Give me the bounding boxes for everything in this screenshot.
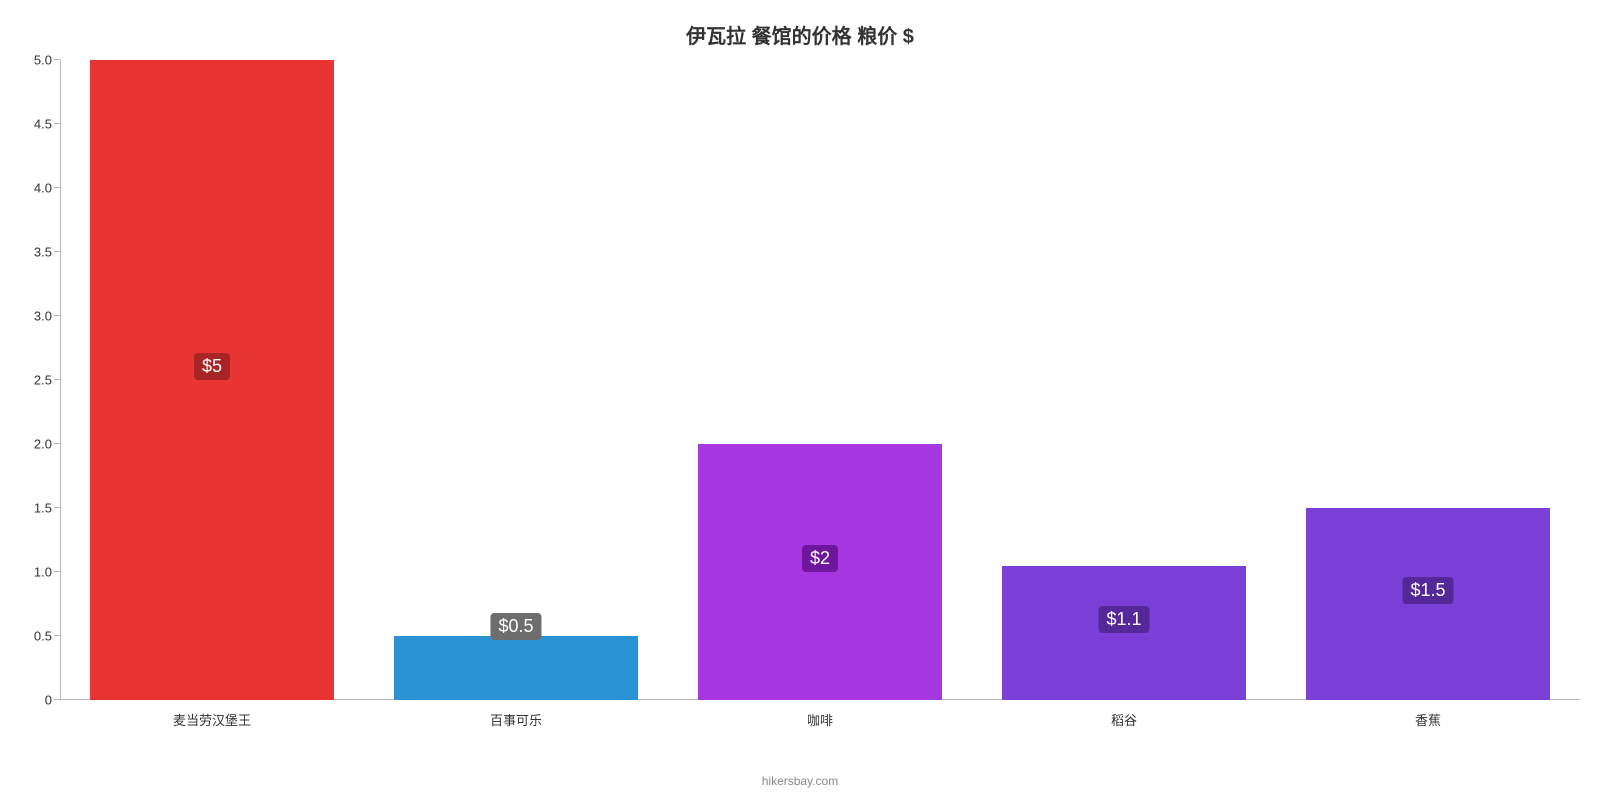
y-tick-label: 0 xyxy=(45,693,60,708)
y-tick-label: 1.0 xyxy=(34,565,60,580)
y-tick-mark xyxy=(54,379,60,380)
y-axis xyxy=(60,60,61,700)
bar: $1.1 xyxy=(1002,566,1245,700)
y-tick-label: 0.5 xyxy=(34,629,60,644)
y-tick-mark xyxy=(54,251,60,252)
bar: $0.5 xyxy=(394,636,637,700)
plot-area: 00.51.01.52.02.53.03.54.04.55.0$5麦当劳汉堡王$… xyxy=(60,60,1580,700)
x-tick-label: 麦当劳汉堡王 xyxy=(173,700,251,729)
y-tick-mark xyxy=(54,635,60,636)
y-tick-label: 1.5 xyxy=(34,501,60,516)
y-tick-mark xyxy=(54,443,60,444)
bar-value-label: $5 xyxy=(194,353,230,380)
bar: $1.5 xyxy=(1306,508,1549,700)
y-tick-label: 2.5 xyxy=(34,373,60,388)
y-tick-mark xyxy=(54,699,60,700)
y-tick-label: 5.0 xyxy=(34,53,60,68)
x-tick-label: 百事可乐 xyxy=(490,700,542,729)
chart-title: 伊瓦拉 餐馆的价格 粮价 $ xyxy=(0,0,1600,49)
y-tick-label: 4.5 xyxy=(34,117,60,132)
y-tick-mark xyxy=(54,315,60,316)
chart-area: 00.51.01.52.02.53.03.54.04.55.0$5麦当劳汉堡王$… xyxy=(60,60,1580,700)
y-tick-label: 4.0 xyxy=(34,181,60,196)
source-label: hikersbay.com xyxy=(0,774,1600,788)
bar: $2 xyxy=(698,444,941,700)
x-tick-label: 香蕉 xyxy=(1415,700,1441,729)
bar-value-label: $2 xyxy=(802,545,838,572)
bar-value-label: $1.1 xyxy=(1098,606,1149,633)
y-tick-mark xyxy=(54,187,60,188)
y-tick-label: 3.0 xyxy=(34,309,60,324)
x-tick-label: 稻谷 xyxy=(1111,700,1137,729)
bar: $5 xyxy=(90,60,333,700)
y-tick-mark xyxy=(54,507,60,508)
y-tick-label: 3.5 xyxy=(34,245,60,260)
y-tick-mark xyxy=(54,123,60,124)
y-tick-mark xyxy=(54,59,60,60)
x-tick-label: 咖啡 xyxy=(807,700,833,729)
y-tick-label: 2.0 xyxy=(34,437,60,452)
bar-value-label: $0.5 xyxy=(490,613,541,640)
bar-value-label: $1.5 xyxy=(1402,577,1453,604)
y-tick-mark xyxy=(54,571,60,572)
